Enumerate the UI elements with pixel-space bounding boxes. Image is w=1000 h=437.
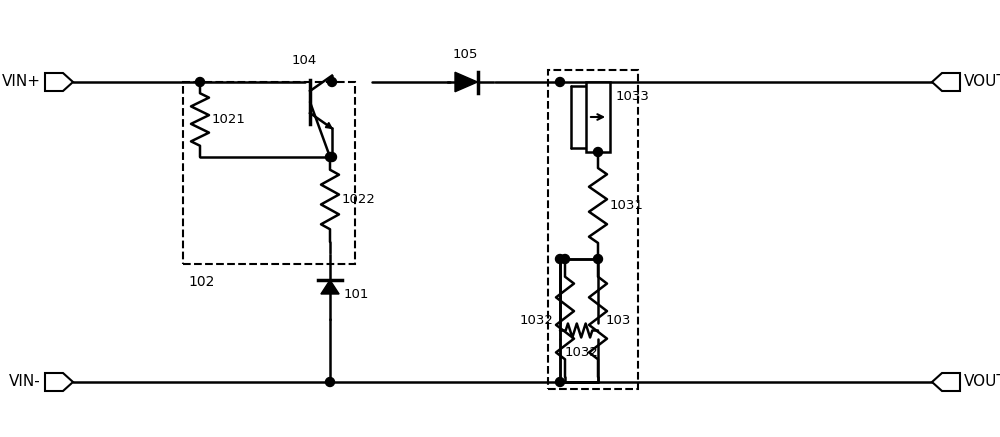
Text: 1022: 1022 — [342, 193, 376, 206]
Circle shape — [328, 77, 336, 87]
Polygon shape — [45, 73, 73, 91]
Circle shape — [328, 153, 336, 162]
Circle shape — [196, 77, 205, 87]
Text: 102: 102 — [188, 275, 214, 289]
Circle shape — [556, 254, 564, 264]
Text: VOUT+: VOUT+ — [964, 74, 1000, 90]
Bar — [183, 82, 355, 264]
Text: 1033: 1033 — [616, 90, 650, 104]
Text: 1031: 1031 — [610, 199, 644, 212]
Polygon shape — [321, 280, 339, 294]
Circle shape — [594, 148, 602, 156]
Text: 105: 105 — [452, 48, 478, 60]
Circle shape — [326, 378, 334, 386]
Circle shape — [556, 77, 564, 87]
Polygon shape — [325, 122, 332, 128]
Text: VIN+: VIN+ — [2, 74, 41, 90]
Text: 101: 101 — [344, 288, 369, 302]
Polygon shape — [455, 72, 478, 92]
Text: VOUT-: VOUT- — [964, 375, 1000, 389]
Text: 1021: 1021 — [212, 113, 246, 126]
Text: 104: 104 — [292, 53, 317, 66]
Circle shape — [326, 153, 334, 162]
Text: 103: 103 — [606, 314, 631, 327]
Text: VIN-: VIN- — [9, 375, 41, 389]
Polygon shape — [932, 373, 960, 391]
Circle shape — [556, 378, 564, 386]
Circle shape — [594, 254, 602, 264]
Bar — [548, 70, 638, 389]
Bar — [586, 82, 610, 152]
Text: 1032: 1032 — [520, 314, 554, 327]
Polygon shape — [45, 373, 73, 391]
Circle shape — [560, 254, 570, 264]
Polygon shape — [932, 73, 960, 91]
Text: 1032: 1032 — [565, 346, 599, 359]
